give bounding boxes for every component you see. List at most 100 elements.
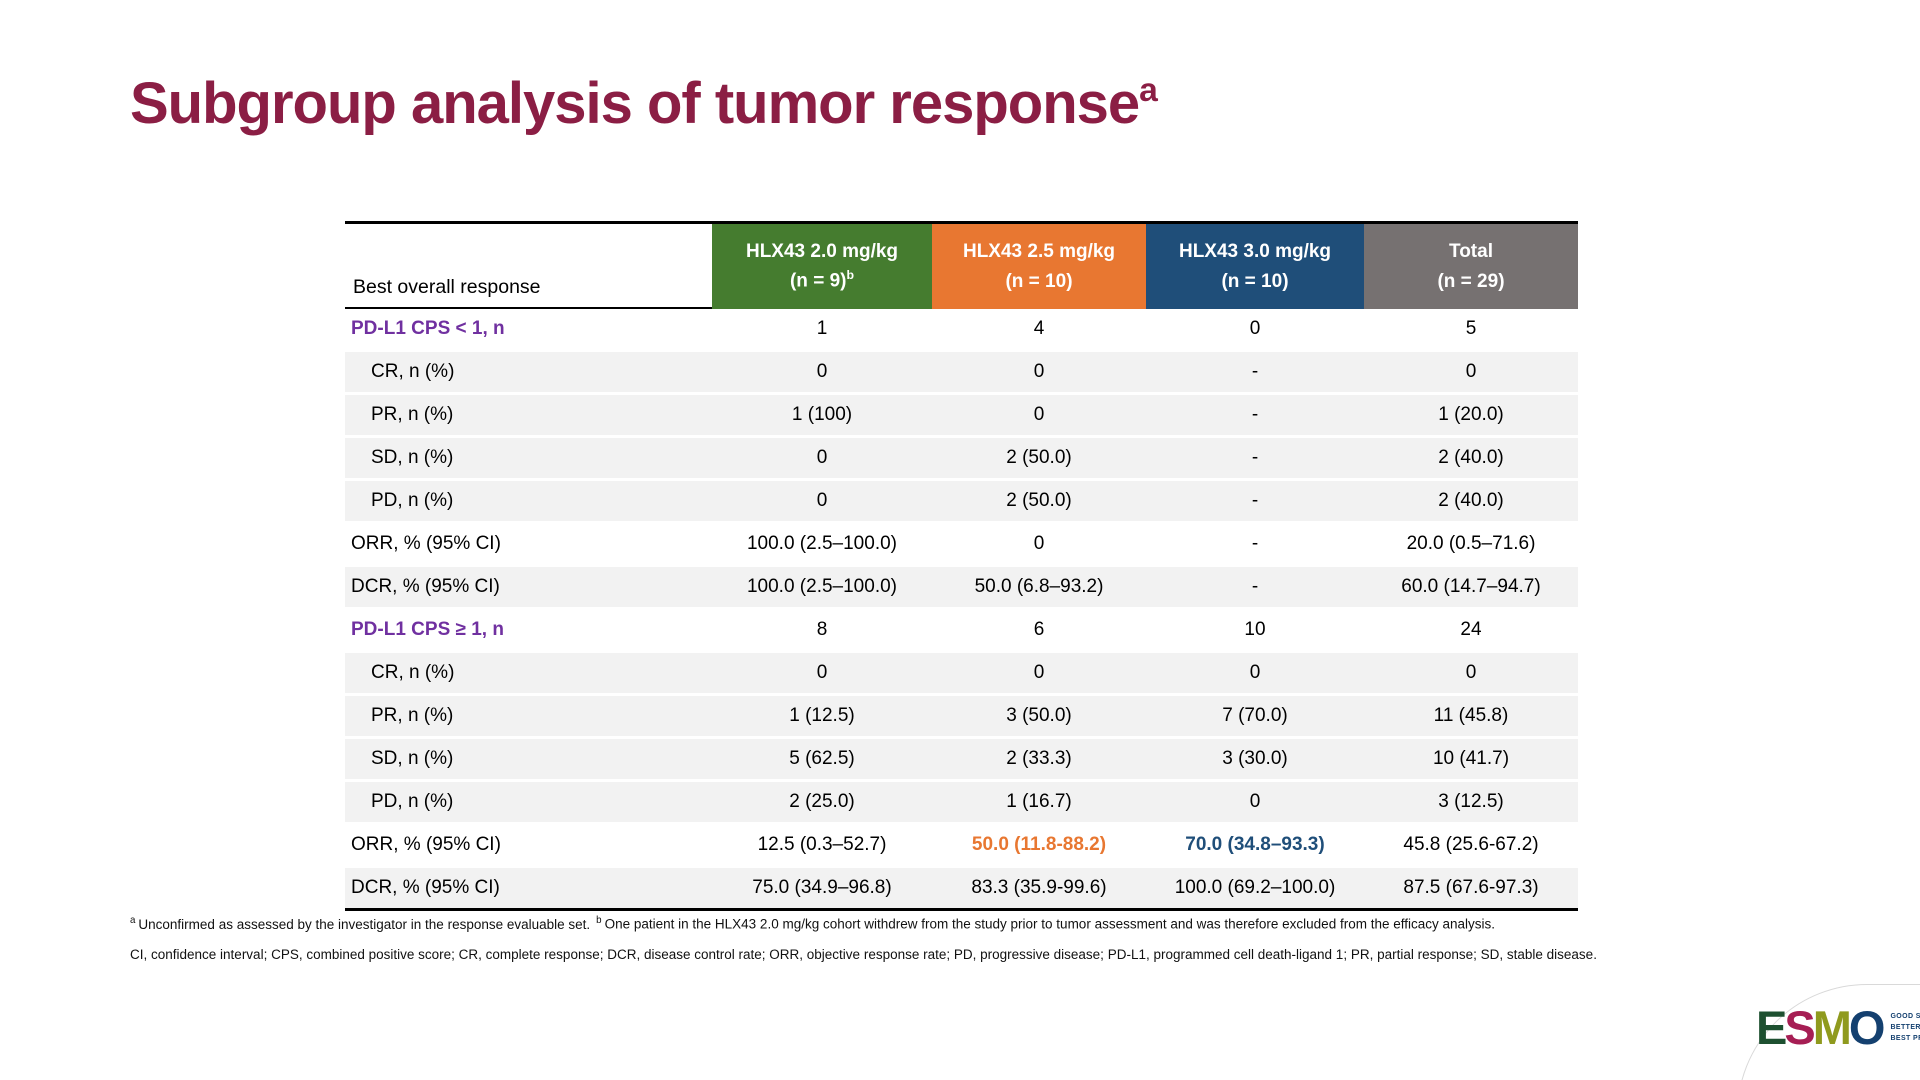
- footnote-line-1: a Unconfirmed as assessed by the investig…: [130, 906, 1690, 940]
- value-cell: 2 (25.0): [712, 782, 932, 825]
- value-cell: 10: [1146, 610, 1364, 653]
- footnote-superscript-a: a: [130, 915, 136, 926]
- value-cell: 0: [932, 352, 1146, 395]
- table-row: PD, n (%) 0 2 (50.0) -2 (40.0): [345, 481, 1578, 524]
- row-label: PD-L1 CPS < 1, n: [345, 309, 712, 352]
- column-header-line1: HLX43 2.0 mg/kg: [745, 240, 899, 262]
- column-header-line1: HLX43 3.0 mg/kg: [1178, 241, 1332, 263]
- value-cell: 3 (12.5): [1364, 782, 1578, 825]
- value-cell: 87.5 (67.6-97.3): [1364, 868, 1578, 908]
- value-cell: -: [1146, 567, 1364, 610]
- value-cell: 1: [712, 309, 932, 352]
- value-cell: 5: [1364, 309, 1578, 352]
- column-header-1: HLX43 2.5 mg/kg (n = 10): [932, 224, 1146, 309]
- value-cell: 5 (62.5): [712, 739, 932, 782]
- value-cell: 1 (100): [712, 395, 932, 438]
- tumor-response-table: Best overall response HLX43 2.0 mg/kg (n …: [345, 221, 1578, 911]
- value-cell: 75.0 (34.9–96.8): [712, 868, 932, 908]
- esmo-logo: ESMO GOOD SCIENCE BETTER MEDICINE BEST PRA…: [1756, 1004, 1920, 1051]
- value-cell: 12.5 (0.3–52.7): [712, 825, 932, 868]
- row-label: DCR, % (95% CI): [345, 567, 712, 610]
- value-cell: 70.0 (34.8–93.3): [1146, 825, 1364, 868]
- column-header-superscript: b: [846, 268, 855, 283]
- value-cell: 1 (16.7): [932, 782, 1146, 825]
- table-row: PD, n (%) 2 (25.0) 1 (16.7) 0 3 (12.5): [345, 782, 1578, 825]
- value-cell: 83.3 (35.9-99.6): [932, 868, 1146, 908]
- value-cell: 100.0 (2.5–100.0): [712, 567, 932, 610]
- footnote-superscript-b: b: [596, 915, 602, 926]
- header-row: Best overall response HLX43 2.0 mg/kg (n …: [345, 224, 1578, 309]
- value-cell: 4: [932, 309, 1146, 352]
- footnote-text-a: Unconfirmed as assessed by the investiga…: [138, 916, 591, 932]
- value-cell: 0: [1364, 352, 1578, 395]
- value-cell: -: [1146, 524, 1364, 567]
- esmo-logo-tagline: GOOD SCIENCE BETTER MEDICINE BEST PRACTICE: [1890, 1011, 1920, 1044]
- value-cell: 50.0 (6.8–93.2): [932, 567, 1146, 610]
- esmo-letter-o: O: [1848, 1001, 1886, 1054]
- value-cell: 2 (50.0): [932, 481, 1146, 524]
- value-cell: 0: [932, 395, 1146, 438]
- value-cell: 3 (50.0): [932, 696, 1146, 739]
- esmo-tagline-line: BETTER MEDICINE: [1890, 1024, 1920, 1031]
- row-label: PR, n (%): [345, 696, 712, 739]
- value-cell: 24: [1364, 610, 1578, 653]
- column-header-0: HLX43 2.0 mg/kg (n = 9)b: [712, 224, 932, 309]
- value-cell: 11 (45.8): [1364, 696, 1578, 739]
- row-label: CR, n (%): [345, 352, 712, 395]
- table-header: Best overall response HLX43 2.0 mg/kg (n …: [345, 224, 1578, 309]
- table-row: ORR, % (95% CI) 100.0 (2.5–100.0) 0-20.0 (…: [345, 524, 1578, 567]
- column-header-2: HLX43 3.0 mg/kg (n = 10): [1146, 224, 1364, 309]
- value-cell: 10 (41.7): [1364, 739, 1578, 782]
- table-row: PR, n (%) 1 (100) 0-1 (20.0): [345, 395, 1578, 438]
- column-header-line2: (n = 10): [1005, 270, 1073, 292]
- value-cell: 0: [1146, 653, 1364, 696]
- corner-header-best-overall-response: Best overall response: [345, 224, 712, 309]
- table-row: PR, n (%) 1 (12.5) 3 (50.0) 7 (70.0) 11 (45.…: [345, 696, 1578, 739]
- table-row: CR, n (%) 0 0 0 0: [345, 653, 1578, 696]
- row-label: DCR, % (95% CI): [345, 868, 712, 908]
- table-row: SD, n (%) 0 2 (50.0) -2 (40.0): [345, 438, 1578, 481]
- esmo-tagline-line: GOOD SCIENCE: [1890, 1013, 1920, 1020]
- value-cell: 1 (12.5): [712, 696, 932, 739]
- row-label: ORR, % (95% CI): [345, 825, 712, 868]
- table-row: ORR, % (95% CI) 12.5 (0.3–52.7) 50.0 (11.8…: [345, 825, 1578, 868]
- value-cell: 0: [932, 653, 1146, 696]
- table-row: DCR, % (95% CI) 100.0 (2.5–100.0) 50.0 (6.…: [345, 567, 1578, 610]
- row-label: PD, n (%): [345, 782, 712, 825]
- value-cell: 60.0 (14.7–94.7): [1364, 567, 1578, 610]
- value-cell: 2 (40.0): [1364, 481, 1578, 524]
- column-header-line2: (n = 9)b: [789, 268, 855, 292]
- value-cell: 7 (70.0): [1146, 696, 1364, 739]
- table-row: SD, n (%) 5 (62.5) 2 (33.3) 3 (30.0) 10 (41.…: [345, 739, 1578, 782]
- page-title-superscript: a: [1139, 71, 1158, 109]
- row-label: SD, n (%): [345, 438, 712, 481]
- value-cell: 0: [1146, 782, 1364, 825]
- value-cell: -: [1146, 481, 1364, 524]
- value-cell: 100.0 (69.2–100.0): [1146, 868, 1364, 908]
- footnote-abbreviations: CI, confidence interval; CPS, combined p…: [130, 946, 1597, 962]
- row-label: PD-L1 CPS ≥ 1, n: [345, 610, 712, 653]
- value-cell: 50.0 (11.8-88.2): [932, 825, 1146, 868]
- footnote-text-b: One patient in the HLX43 2.0 mg/kg cohor…: [604, 916, 1496, 932]
- row-label: PD, n (%): [345, 481, 712, 524]
- page-title: Subgroup analysis of tumor responsea: [130, 70, 1158, 137]
- value-cell: 3 (30.0): [1146, 739, 1364, 782]
- value-cell: 2 (40.0): [1364, 438, 1578, 481]
- column-header-line1: Total: [1449, 241, 1493, 263]
- table-row: CR, n (%) 0 0-0: [345, 352, 1578, 395]
- column-header-3: Total (n = 29): [1364, 224, 1578, 309]
- page-title-text: Subgroup analysis of tumor response: [130, 71, 1140, 136]
- row-label: SD, n (%): [345, 739, 712, 782]
- row-label: ORR, % (95% CI): [345, 524, 712, 567]
- value-cell: -: [1146, 352, 1364, 395]
- value-cell: 8: [712, 610, 932, 653]
- value-cell: 6: [932, 610, 1146, 653]
- value-cell: 0: [1146, 309, 1364, 352]
- esmo-logo-letters: ESMO: [1756, 1001, 1886, 1054]
- esmo-tagline-line: BEST PRACTICE: [1890, 1035, 1920, 1042]
- value-cell: 0: [712, 438, 932, 481]
- table-row: DCR, % (95% CI) 75.0 (34.9–96.8) 83.3 (35.…: [345, 868, 1578, 908]
- row-label: PR, n (%): [345, 395, 712, 438]
